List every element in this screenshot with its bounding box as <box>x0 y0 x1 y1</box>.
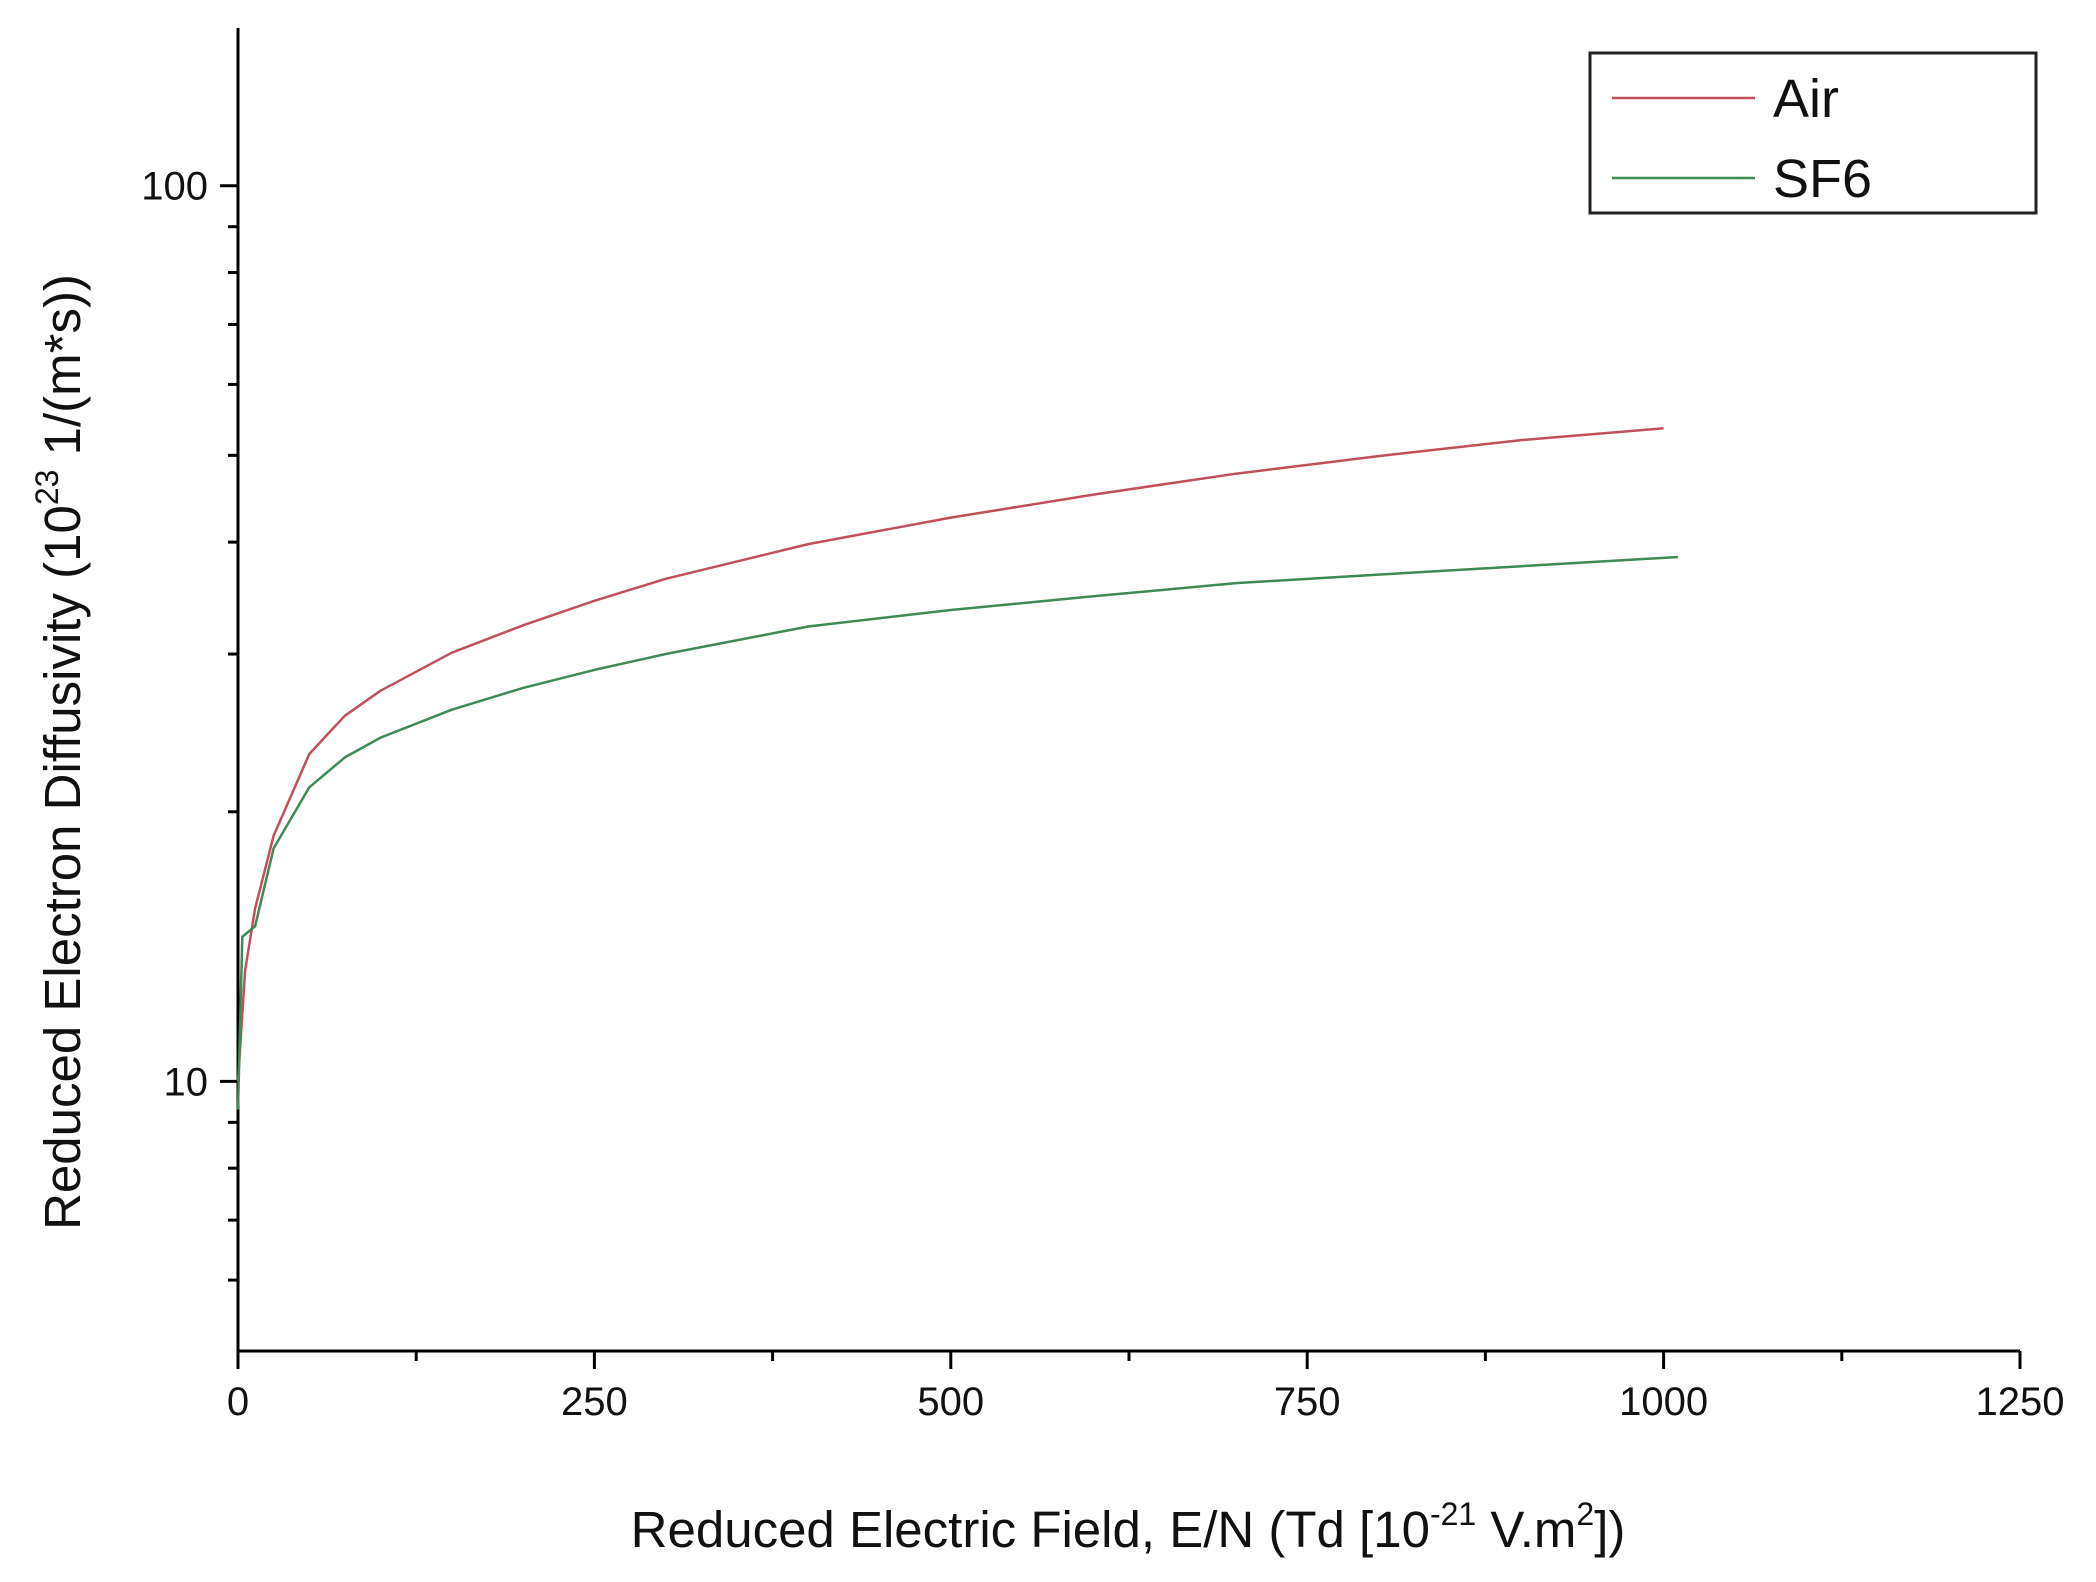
legend-box <box>1588 51 2038 215</box>
y-tick-label: 10 <box>164 1060 209 1104</box>
x-tick-label: 1250 <box>1976 1380 2065 1424</box>
x-tick-label: 750 <box>1274 1380 1341 1424</box>
series-layer <box>236 427 1678 1110</box>
x-tick-label: 1000 <box>1619 1380 1708 1424</box>
x-axis-title: Reduced Electric Field, E/N (Td [10-21 V… <box>631 1496 1626 1558</box>
plot-frame <box>236 28 2020 1353</box>
x-tick-label: 250 <box>561 1380 628 1424</box>
y-tick-label: 100 <box>141 165 208 209</box>
x-tick-label: 0 <box>227 1380 249 1424</box>
legend-label-sf6: SF6 <box>1773 149 1872 209</box>
legend-label-air: Air <box>1773 69 1839 129</box>
y-axis: 10 100 <box>141 165 238 1282</box>
series-line-sf6 <box>236 555 1678 1110</box>
x-axis: 0 250 500 750 1000 1250 <box>227 1351 2065 1424</box>
y-axis-title: Reduced Electron Diffusivity (1023 1/(m*… <box>29 274 91 1230</box>
series-line-air <box>236 427 1664 1082</box>
x-tick-label: 500 <box>917 1380 984 1424</box>
legend: Air SF6 <box>1588 51 2038 215</box>
